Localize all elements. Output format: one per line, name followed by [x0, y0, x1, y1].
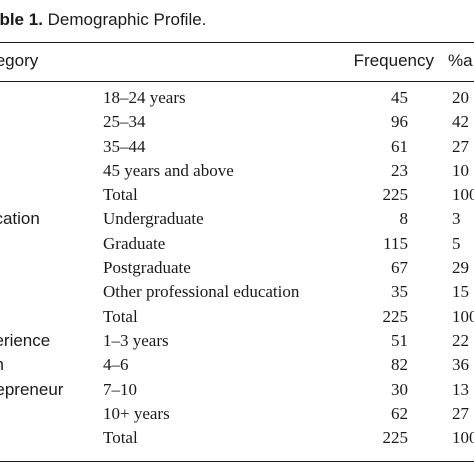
row-subcategory: Other professional education	[103, 282, 300, 302]
row-category: perience	[0, 330, 51, 350]
row-percent: 13	[452, 379, 469, 399]
table-row: 10+ years 62 27	[0, 402, 474, 426]
row-frequency: 67	[391, 258, 408, 278]
row-frequency: 82	[391, 355, 408, 375]
header-frequency: Frequency	[353, 51, 434, 70]
row-frequency: 51	[391, 330, 408, 350]
row-subcategory: Total	[103, 428, 138, 448]
row-category: trepreneur	[0, 379, 64, 399]
row-subcategory: Graduate	[103, 233, 166, 253]
row-frequency: 45	[391, 88, 408, 107]
row-subcategory: 10+ years	[103, 403, 170, 423]
row-percent: 15	[452, 282, 469, 302]
row-frequency: 35	[391, 282, 408, 302]
row-subcategory: 18–24 years	[103, 88, 186, 107]
row-percent: 100	[452, 185, 474, 205]
row-subcategory: Total	[103, 306, 138, 326]
table-row: an 4–6 82 36	[0, 353, 474, 377]
row-subcategory: 25–34	[103, 112, 146, 132]
row-percent: 22	[452, 330, 469, 350]
table-row: Graduate 115 5	[0, 232, 474, 256]
row-frequency: 225	[382, 428, 409, 448]
row-subcategory: Undergraduate	[103, 209, 204, 229]
top-rule	[0, 42, 474, 43]
row-frequency: 30	[391, 379, 408, 399]
row-percent: 42	[452, 112, 469, 132]
row-frequency: 115	[383, 233, 408, 253]
table-row: Total 225 100	[0, 426, 474, 450]
row-subcategory: 35–44	[103, 136, 146, 156]
table-row: Postgraduate 67 29	[0, 256, 474, 280]
table-number: able 1.	[0, 10, 43, 29]
row-percent: 36	[452, 355, 469, 375]
header-rule	[0, 81, 474, 82]
table-row: 35–44 61 27	[0, 135, 474, 159]
row-percent: 3	[452, 209, 461, 229]
row-subcategory: 4–6	[103, 355, 129, 375]
table-row: Total 225 100	[0, 183, 474, 207]
row-subcategory: Postgraduate	[103, 258, 191, 278]
row-frequency: 225	[382, 185, 409, 205]
table-row: trepreneur 7–10 30 13	[0, 378, 474, 402]
row-percent: 100	[452, 306, 474, 326]
row-frequency: 62	[391, 403, 408, 423]
row-percent: 20	[452, 88, 469, 107]
table-caption: able 1. Demographic Profile.	[0, 10, 206, 30]
table-row: ucation Undergraduate 8 3	[0, 207, 474, 231]
header-percent: %a	[448, 51, 473, 70]
row-percent: 100	[452, 428, 474, 448]
row-frequency: 61	[391, 136, 408, 156]
table-row: 45 years and above 23 10	[0, 159, 474, 183]
table-row: 25–34 96 42	[0, 110, 474, 134]
row-subcategory: 7–10	[103, 379, 137, 399]
row-percent: 29	[452, 258, 469, 278]
row-subcategory: Total	[103, 185, 138, 205]
row-frequency: 8	[399, 209, 409, 229]
row-frequency: 96	[391, 112, 408, 132]
table-row: perience 1–3 years 51 22	[0, 329, 474, 353]
row-subcategory: 1–3 years	[103, 330, 169, 350]
table-row: Total 225 100	[0, 305, 474, 329]
row-percent: 10	[452, 160, 469, 180]
table-title: Demographic Profile.	[47, 10, 207, 29]
row-category: an	[0, 353, 4, 377]
table-row: Other professional education 35 15	[0, 280, 474, 304]
row-percent: 5	[452, 233, 461, 253]
row-percent: 27	[452, 403, 469, 423]
row-category: ucation	[0, 209, 40, 229]
row-frequency: 225	[382, 306, 409, 326]
row-percent: 27	[452, 136, 469, 156]
bottom-rule	[0, 461, 474, 462]
row-subcategory: 45 years and above	[103, 160, 234, 180]
header-category: tegory	[0, 51, 39, 70]
row-frequency: 23	[391, 160, 408, 180]
